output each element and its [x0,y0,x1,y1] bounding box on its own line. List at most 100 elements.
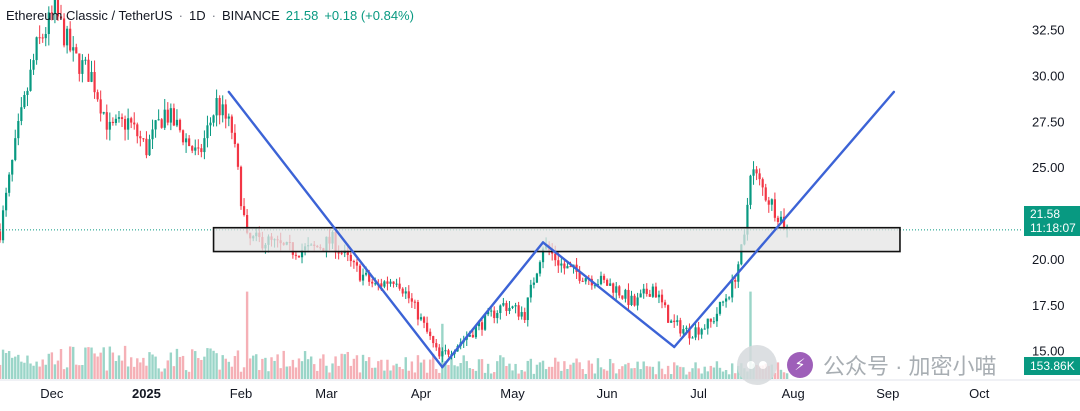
volume-bar [367,357,371,379]
candle-body [682,329,685,334]
candle-body [419,317,423,320]
interval-label[interactable]: 1D [189,8,206,23]
candle-body [731,280,734,298]
volume-bar [300,361,304,379]
volume-bar [111,352,115,379]
candle-body [761,179,764,188]
candle-body [691,337,694,339]
volume-bar [142,357,145,379]
volume-bar [56,360,60,379]
volume-bar [343,354,346,379]
candle-body [355,262,359,266]
candle-body [224,104,227,119]
candle-body [468,334,471,337]
candle-body [502,303,505,306]
volume-bar [377,361,380,379]
volume-bar [547,366,551,379]
volume-bar [706,371,709,379]
volume-bar [679,366,682,379]
volume-bar [520,370,523,379]
exchange-label: BINANCE [221,8,280,23]
trendlines [227,90,896,369]
candle-body [233,132,237,144]
candle-body [526,297,529,321]
candle-body [429,331,432,337]
candle-body [676,320,679,323]
candle-body [438,347,441,357]
volume-bar [709,365,713,379]
candle-body [755,169,758,174]
candle-body [444,350,447,352]
price-tick-label: 15.00 [1032,344,1065,359]
volume-bar [209,348,212,379]
candle-body [612,283,615,293]
volume-bar [639,369,642,379]
volume-bar [380,359,383,379]
volume-bar [404,357,407,379]
candle-body [383,281,386,287]
volume-bar [785,373,789,379]
candle-body [44,34,47,39]
volume-bar [444,361,447,379]
volume-bar [477,359,481,379]
candle-body [358,265,362,281]
volume-bar [697,368,700,379]
candle-body [703,328,706,330]
volume-bar [157,368,160,379]
candle-body [721,301,725,303]
candle-body [706,318,709,329]
price-tick-label: 32.50 [1032,23,1065,38]
volume-bar [398,366,401,379]
price-change-value: +0.18 (+0.84%) [324,8,414,23]
candle-body [633,295,636,306]
volume-bar [648,366,652,379]
volume-bar [59,349,63,379]
time-tick-label: May [500,386,525,401]
candle-body [337,252,340,254]
volume-bar [612,363,615,379]
volume-bar [386,359,389,379]
volume-bar [602,369,606,379]
volume-bar [621,366,624,379]
price-badge-countdown: 11:18:07 [1030,221,1076,235]
candle-body [667,305,670,323]
volume-bar [325,365,328,379]
candlesticks [0,0,789,363]
candle-body [130,118,133,123]
volume-bar [194,351,197,379]
volume-bar [139,362,142,379]
volume-bar [596,358,600,379]
volume-bar [322,354,325,379]
volume-bar [175,348,179,379]
candle-body [410,298,413,302]
time-tick-label: Oct [969,386,990,401]
volume-bar [432,353,435,379]
volume-bar [538,362,542,379]
candle-body [728,297,731,299]
candle-body [416,302,420,320]
wechat-logo-icon [737,345,777,385]
volume-bar [700,373,703,379]
candle-body [368,272,371,282]
candle-body [517,305,520,317]
candle-body [389,281,392,284]
volume-bar [129,357,133,379]
candle-body [483,314,487,330]
candle-body [767,200,770,205]
volume-bar [730,363,734,379]
symbol-name[interactable]: Ethereum Classic / TetherUS [6,8,173,23]
volume-bar [676,365,679,379]
candle-body [578,271,581,281]
volume-bar [331,363,334,379]
candle-body [651,286,654,297]
candle-body [0,231,2,241]
volume-bar [239,371,243,379]
volume-bar [496,361,499,379]
candle-body [50,12,53,14]
candle-body [127,118,130,130]
candle-body [673,320,676,323]
volume-bar [715,361,719,379]
price-tick-label: 20.00 [1032,252,1065,267]
volume-bar [352,358,356,379]
